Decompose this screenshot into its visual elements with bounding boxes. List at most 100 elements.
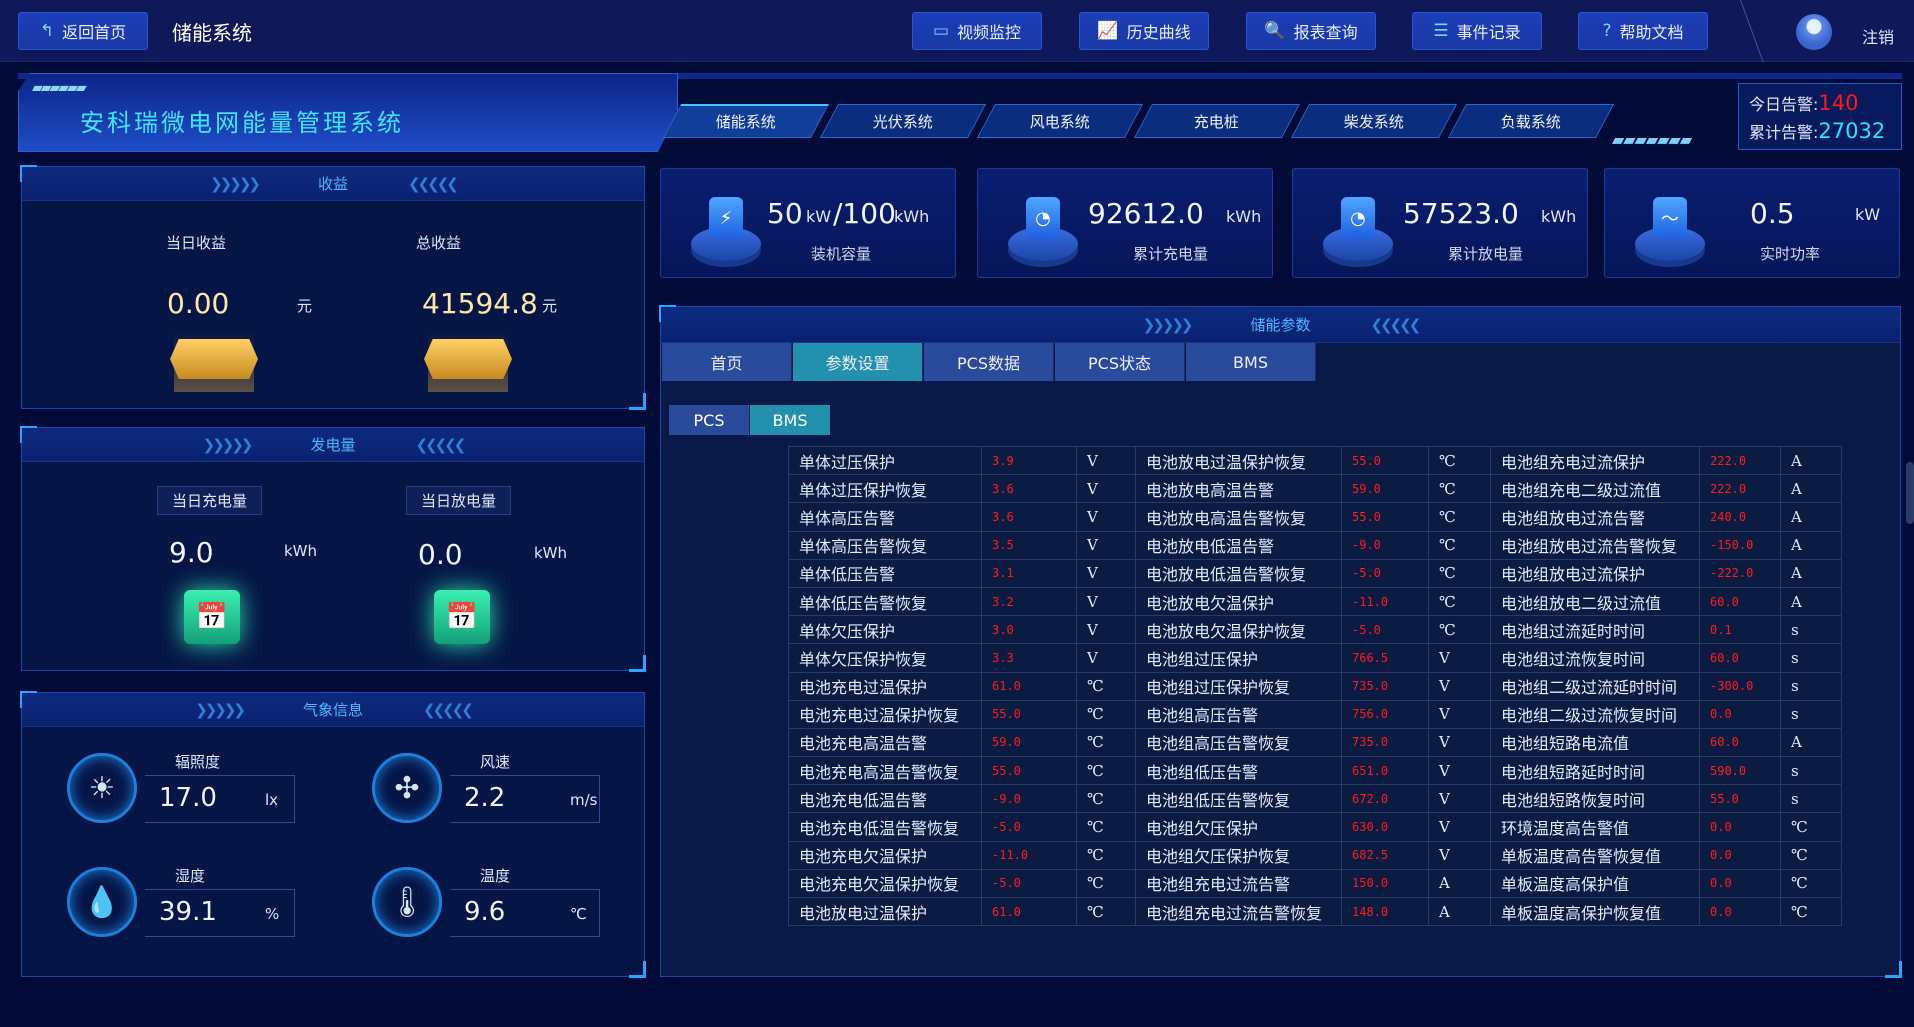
param-unit: ℃ [1076,671,1136,701]
param-value[interactable]: -5.0 [981,812,1077,842]
param-value[interactable]: 55.0 [1341,445,1429,476]
nav-tab[interactable]: 充电桩 [1133,104,1301,138]
param-value[interactable]: 240.0 [1699,502,1781,532]
nav-tab[interactable]: 光伏系统 [819,104,987,138]
param-value[interactable]: -9.0 [1341,530,1429,560]
search-icon: 🔍 [1264,21,1286,41]
param-value[interactable]: 222.0 [1699,445,1781,476]
param-value[interactable]: 61.0 [981,671,1077,701]
avatar[interactable] [1796,14,1832,50]
param-value[interactable]: 766.5 [1341,643,1429,673]
param-value[interactable]: 61.0 [981,896,1077,927]
param-value[interactable]: 0.0 [1699,812,1781,842]
param-value[interactable]: 148.0 [1341,896,1429,927]
param-value[interactable]: 630.0 [1341,812,1429,842]
nav-tab[interactable]: 负载系统 [1447,104,1615,138]
params-tab[interactable]: PCS数据 [924,343,1054,381]
table-row: 电池充电低温告警 -9.0 ℃ 电池组低压告警恢复 672.0 V 电池组短路恢复时间 55.… [788,784,1842,814]
param-value[interactable]: -150.0 [1699,530,1781,560]
nav-tab[interactable]: 柴发系统 [1290,104,1458,138]
weather-panel: ❯❯❯❯❯ 气象信息 ❮❮❮❮❮ ☀ 辐照度 17.0 lx ✣ 风速 2.2 m/s 💧 湿度 39.… [20,691,646,978]
param-value[interactable]: 735.0 [1341,727,1429,758]
param-value[interactable]: -11.0 [1341,586,1429,617]
param-value[interactable]: -11.0 [981,840,1077,870]
param-value[interactable]: 3.6 [981,474,1077,504]
stat-card: ◔ 92612.0 kWh 累计充电量 [977,168,1273,278]
param-unit: ℃ [1428,445,1491,476]
param-value[interactable]: -9.0 [981,784,1077,814]
param-value[interactable]: 59.0 [1341,474,1429,504]
param-value[interactable]: 3.1 [981,558,1077,588]
param-value[interactable]: 651.0 [1341,756,1429,786]
param-value[interactable]: 3.3 [981,643,1077,673]
param-value[interactable]: 0.1 [1699,615,1781,645]
calendar-icon: 📅 [434,590,490,644]
stat-card: ⚡ 50 kW/100 kWh 装机容量 [660,168,956,278]
param-value[interactable]: 3.2 [981,586,1077,617]
param-value[interactable]: -300.0 [1699,671,1781,701]
param-value[interactable]: 735.0 [1341,671,1429,701]
table-row: 单体欠压保护恢复 3.3 V 电池组过压保护 766.5 V 电池组过流恢复时间 60.0 s [788,643,1842,673]
param-value[interactable]: 59.0 [981,727,1077,758]
params-subtab[interactable]: BMS [750,405,830,435]
table-row: 电池充电欠温保护 -11.0 ℃ 电池组欠压保护恢复 682.5 V 单板温度高告警恢复值 0… [788,840,1842,870]
table-row: 单体欠压保护 3.0 V 电池放电欠温保护恢复 -5.0 ℃ 电池组过流延时时间 0.1 s [788,615,1842,645]
param-name: 电池放电过温保护恢复 [1135,445,1342,476]
param-unit: V [1076,502,1136,532]
param-value[interactable]: -5.0 [1341,558,1429,588]
param-value[interactable]: 756.0 [1341,699,1429,729]
param-value[interactable]: 222.0 [1699,474,1781,504]
params-tab[interactable]: BMS [1186,343,1316,381]
param-value[interactable]: 0.0 [1699,840,1781,870]
param-unit: ℃ [1428,615,1491,645]
video-button[interactable]: ▭ 视频监控 [912,12,1042,50]
param-value[interactable]: 672.0 [1341,784,1429,814]
back-home-button[interactable]: ↰ 返回首页 [18,12,148,50]
search-button[interactable]: 🔍 报表查询 [1246,12,1376,50]
param-value[interactable]: 55.0 [981,699,1077,729]
document-button[interactable]: ☰ 事件记录 [1412,12,1542,50]
help-button[interactable]: ? 帮助文档 [1578,12,1708,50]
param-value[interactable]: 3.5 [981,530,1077,560]
param-value[interactable]: -222.0 [1699,558,1781,588]
param-value[interactable]: 0.0 [1699,868,1781,899]
param-unit: ℃ [1076,756,1136,786]
daily-income-value: 0.00 [167,287,230,320]
table-row: 单体高压告警恢复 3.5 V 电池放电低温告警 -9.0 ℃ 电池组放电过流告警恢复 -150… [788,530,1842,560]
param-value[interactable]: 3.0 [981,615,1077,645]
param-name: 电池放电欠温保护恢复 [1135,615,1342,645]
params-tab[interactable]: 参数设置 [793,343,923,381]
param-value[interactable]: 55.0 [1341,502,1429,532]
chart-button[interactable]: 📈 历史曲线 [1079,12,1209,50]
param-value[interactable]: -5.0 [1341,615,1429,645]
nav-tab[interactable]: 风电系统 [976,104,1144,138]
param-value[interactable]: 60.0 [1699,643,1781,673]
param-value[interactable]: 55.0 [1699,784,1781,814]
param-value[interactable]: 590.0 [1699,756,1781,786]
param-name: 电池组充电二级过流值 [1490,474,1700,504]
param-unit: s [1780,756,1842,786]
params-subtab[interactable]: PCS [669,405,749,435]
scrollbar[interactable] [1906,462,1914,524]
table-row: 电池充电过温保护恢复 55.0 ℃ 电池组高压告警 756.0 V 电池组二级过流恢复时间 0… [788,699,1842,729]
param-unit: V [1428,671,1491,701]
param-value[interactable]: -5.0 [981,868,1077,899]
params-tab[interactable]: PCS状态 [1055,343,1185,381]
param-value[interactable]: 60.0 [1699,586,1781,617]
param-value[interactable]: 3.6 [981,502,1077,532]
param-value[interactable]: 0.0 [1699,699,1781,729]
param-value[interactable]: 55.0 [981,756,1077,786]
param-value[interactable]: 150.0 [1341,868,1429,899]
table-row: 单体过压保护 3.9 V 电池放电过温保护恢复 55.0 ℃ 电池组充电过流保护 222.0 A [788,445,1842,476]
total-alarm-label: 累计告警: [1749,123,1819,142]
param-value[interactable]: 0.0 [1699,896,1781,927]
param-value[interactable]: 3.9 [981,445,1077,476]
param-unit: V [1428,784,1491,814]
param-value[interactable]: 60.0 [1699,727,1781,758]
param-value[interactable]: 682.5 [1341,840,1429,870]
params-tab[interactable]: 首页 [662,343,792,381]
param-name: 电池充电过温保护 [788,671,982,701]
param-name: 电池放电高温告警恢复 [1135,502,1342,532]
logout-link[interactable]: 注销 [1862,28,1895,47]
nav-tab[interactable]: 储能系统 [662,104,830,138]
